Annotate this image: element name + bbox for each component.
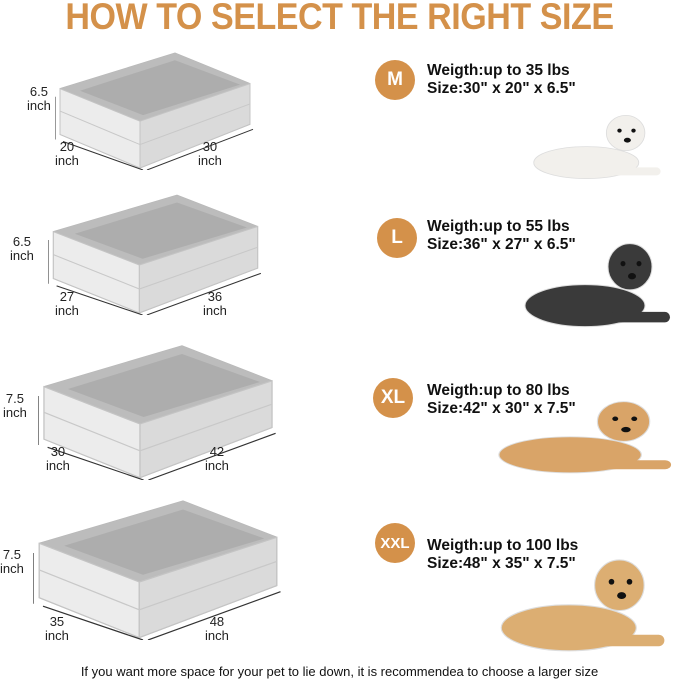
page-title: HOW TO SELECT THE RIGHT SIZE xyxy=(65,0,614,37)
height-label: 6.5 inch xyxy=(27,84,51,113)
size-row-l: 6.5 inch 27 inch 36 inch L Weigth:up to 55 … xyxy=(0,190,679,340)
depth-label: 35 inch xyxy=(45,614,69,643)
depth-label: 30 inch xyxy=(46,444,70,473)
length-label: 30 inch xyxy=(198,139,222,168)
weight-text: Weigth:up to 35 lbs xyxy=(427,62,570,79)
weight-text: Weigth:up to 80 lbs xyxy=(427,382,570,399)
dog-image-husky xyxy=(524,243,670,328)
height-label: 7.5 inch xyxy=(3,391,27,420)
bed-image xyxy=(33,500,281,640)
dog-image-white-poodle xyxy=(533,115,661,179)
dimension-text: Size:36" x 27" x 6.5" xyxy=(427,236,576,253)
depth-label: 20 inch xyxy=(55,139,79,168)
size-spec: Weigth:up to 80 lbs Size:42" x 30" x 7.5… xyxy=(427,382,576,418)
length-label: 42 inch xyxy=(205,444,229,473)
length-label: 36 inch xyxy=(203,289,227,318)
size-badge: XXL xyxy=(375,523,415,563)
height-label: 6.5 inch xyxy=(10,234,34,263)
dimension-text: Size:30" x 20" x 6.5" xyxy=(427,80,576,97)
size-spec: Weigth:up to 35 lbs Size:30" x 20" x 6.5… xyxy=(427,62,576,98)
bed-image xyxy=(38,345,276,480)
size-row-xl: 7.5 inch 30 inch 42 inch XL Weigth:up to 80… xyxy=(0,340,679,490)
size-badge: M xyxy=(375,60,415,100)
footer-note: If you want more space for your pet to l… xyxy=(80,664,599,679)
depth-label: 27 inch xyxy=(55,289,79,318)
size-badge: L xyxy=(377,218,417,258)
dog-image-golden-retriever xyxy=(498,401,672,474)
height-label: 7.5 inch xyxy=(0,547,24,576)
bed-image xyxy=(55,52,254,170)
dog-image-labrador xyxy=(500,559,665,652)
size-spec: Weigth:up to 55 lbs Size:36" x 27" x 6.5… xyxy=(427,218,576,254)
length-label: 48 inch xyxy=(205,614,229,643)
size-badge: XL xyxy=(373,378,413,418)
size-spec: Weigth:up to 100 lbs Size:48" x 35" x 7.… xyxy=(427,537,578,573)
dimension-text: Size:42" x 30" x 7.5" xyxy=(427,400,576,417)
bed-image xyxy=(48,194,262,315)
size-row-xxl: 7.5 inch 35 inch 48 inch XXL Weigth:up to 1… xyxy=(0,495,679,652)
weight-text: Weigth:up to 55 lbs xyxy=(427,218,570,235)
size-row-m: 6.5 inch 20 inch 30 inch M Weigth:up to 35 … xyxy=(0,45,679,195)
dimension-text: Size:48" x 35" x 7.5" xyxy=(427,555,576,572)
weight-text: Weigth:up to 100 lbs xyxy=(427,537,579,554)
